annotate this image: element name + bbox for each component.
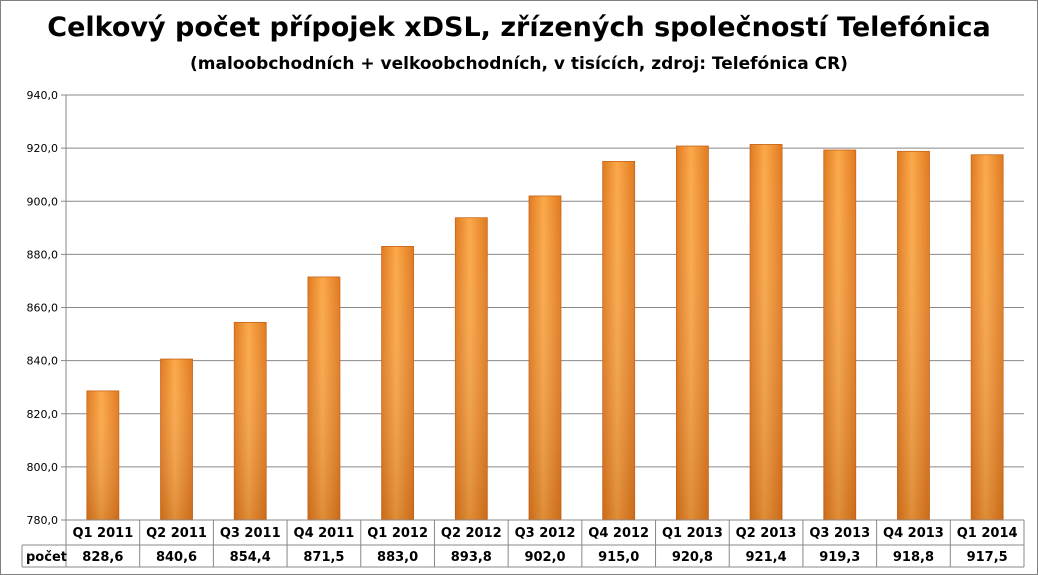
- value-label: 854,4: [230, 550, 271, 565]
- value-label: 921,4: [746, 550, 787, 565]
- bar-shade: [602, 161, 635, 520]
- bar-shade: [307, 276, 340, 520]
- category-label: Q1 2013: [662, 526, 723, 541]
- y-tick-label: 880,0: [27, 248, 59, 261]
- category-label: Q2 2011: [146, 526, 207, 541]
- value-label: 840,6: [156, 550, 197, 565]
- bar-shade: [823, 149, 856, 520]
- category-label: Q1 2014: [957, 526, 1018, 541]
- category-label: Q2 2012: [441, 526, 502, 541]
- value-label: 871,5: [303, 550, 344, 565]
- y-tick-label: 840,0: [27, 355, 59, 368]
- category-label: Q3 2012: [515, 526, 576, 541]
- category-label: Q3 2013: [809, 526, 870, 541]
- bar-shade: [234, 322, 267, 520]
- bar-shade: [160, 359, 193, 520]
- value-label: 893,8: [451, 550, 492, 565]
- category-label: Q4 2011: [294, 526, 355, 541]
- y-tick-label: 920,0: [27, 142, 59, 155]
- category-label: Q4 2013: [883, 526, 944, 541]
- bar-shade: [750, 144, 783, 520]
- value-label: 918,8: [893, 550, 934, 565]
- chart-subtitle: (maloobchodních + velkoobchodních, v tis…: [190, 54, 848, 74]
- bar-shade: [381, 246, 414, 520]
- value-label: 920,8: [672, 550, 713, 565]
- value-label: 883,0: [377, 550, 418, 565]
- bar-shade: [455, 217, 488, 520]
- y-tick-label: 940,0: [27, 89, 59, 102]
- category-label: Q1 2011: [72, 526, 133, 541]
- value-label: 828,6: [82, 550, 123, 565]
- bar-shade: [86, 390, 119, 520]
- bar-shade: [676, 146, 709, 520]
- bar-shade: [897, 151, 930, 520]
- y-tick-label: 900,0: [27, 195, 59, 208]
- value-label: 919,3: [819, 550, 860, 565]
- chart-title: Celkový počet přípojek xDSL, zřízených s…: [47, 12, 991, 43]
- category-label: Q1 2012: [367, 526, 428, 541]
- bar-shade: [971, 154, 1004, 520]
- bar-shade: [529, 195, 561, 520]
- category-label: Q3 2011: [220, 526, 281, 541]
- value-label: 917,5: [967, 550, 1008, 565]
- y-tick-label: 820,0: [27, 408, 59, 421]
- value-label: 915,0: [598, 550, 639, 565]
- category-label: Q2 2013: [736, 526, 797, 541]
- category-label: Q4 2012: [588, 526, 649, 541]
- y-tick-label: 780,0: [27, 514, 59, 527]
- value-label: 902,0: [524, 550, 565, 565]
- series-label: počet: [26, 550, 67, 565]
- y-tick-label: 860,0: [27, 302, 59, 315]
- y-tick-label: 800,0: [27, 461, 59, 474]
